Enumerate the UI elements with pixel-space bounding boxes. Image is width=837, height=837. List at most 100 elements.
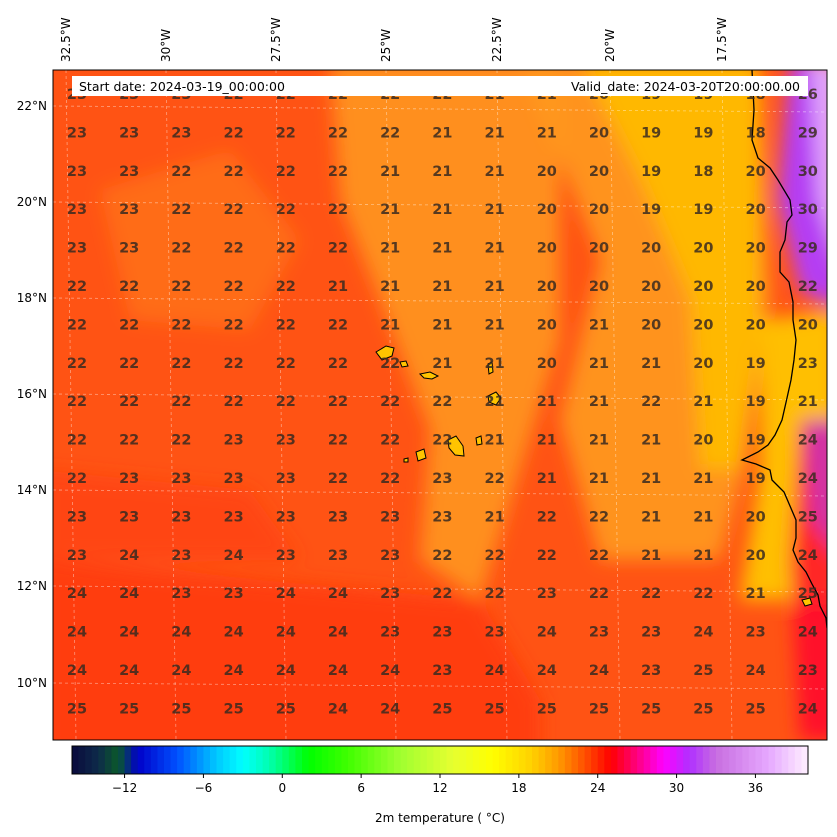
colorbar-swatch — [144, 746, 152, 774]
map-frame — [52, 69, 828, 741]
temperature-value: 19 — [746, 433, 766, 449]
temperature-value: 22 — [67, 394, 87, 410]
temperature-value: 21 — [693, 471, 713, 487]
temperature-value: 24 — [171, 663, 191, 679]
temperature-value: 22 — [276, 164, 296, 180]
colorbar-swatch — [486, 746, 493, 774]
colorbar-swatch — [702, 746, 710, 774]
temperature-value: 23 — [432, 625, 452, 641]
temperature-value: 20 — [537, 202, 557, 218]
temperature-value: 20 — [746, 164, 766, 180]
temperature-value: 22 — [798, 279, 818, 295]
colorbar-tick-label: 36 — [748, 781, 763, 795]
colorbar-swatch — [604, 746, 612, 774]
temperature-value: 21 — [693, 548, 713, 564]
temperature-value: 22 — [485, 471, 505, 487]
temperature-value: 22 — [67, 433, 87, 449]
colorbar-swatch — [676, 746, 684, 774]
colorbar-swatch — [341, 746, 349, 774]
temperature-value: 21 — [485, 125, 505, 141]
colorbar-swatch — [597, 746, 605, 774]
temperature-value: 25 — [537, 701, 557, 717]
temperature-value: 22 — [119, 394, 139, 410]
temperature-value: 24 — [119, 625, 139, 641]
temperature-value: 20 — [641, 279, 661, 295]
temperature-value: 19 — [746, 471, 766, 487]
temperature-value: 21 — [328, 279, 348, 295]
colorbar-swatch — [203, 746, 211, 774]
temperature-value: 20 — [589, 202, 609, 218]
colorbar-swatch — [374, 746, 382, 774]
temperature-value: 22 — [589, 548, 609, 564]
temperature-value: 22 — [224, 241, 244, 257]
temperature-value: 20 — [537, 241, 557, 257]
temperature-value: 21 — [380, 164, 400, 180]
colorbar-swatch — [354, 746, 362, 774]
temperature-value: 23 — [328, 509, 348, 525]
temperature-value: 20 — [537, 164, 557, 180]
santo-antao-island — [375, 345, 395, 361]
temperature-value: 23 — [224, 509, 244, 525]
warm-south-region — [53, 561, 540, 740]
colorbar-swatch — [308, 746, 316, 774]
temperature-value: 22 — [67, 279, 87, 295]
temperature-value: 22 — [224, 164, 244, 180]
west-africa-coastline — [740, 70, 827, 629]
colorbar-swatch — [131, 746, 139, 774]
colorbar-swatch — [104, 746, 112, 774]
latitude-label: 14°N — [17, 483, 47, 497]
temperature-value: 23 — [537, 586, 557, 602]
colorbar-swatch — [794, 746, 802, 774]
colorbar-tick-label: 30 — [669, 781, 684, 795]
colorbar-swatch — [624, 746, 631, 774]
temperature-value: 20 — [693, 356, 713, 372]
temperature-value: 24 — [328, 701, 348, 717]
colorbar-title: 2m temperature ( °C) — [375, 811, 505, 825]
colorbar-swatch — [709, 746, 717, 774]
temperature-value: 21 — [432, 164, 452, 180]
temperature-value: 24 — [693, 625, 713, 641]
colorbar-swatch — [118, 746, 125, 774]
latitude-label: 12°N — [17, 579, 47, 593]
meridian-line — [609, 70, 621, 740]
temperature-value: 22 — [328, 125, 348, 141]
temperature-value: 21 — [589, 317, 609, 333]
temperature-value: 19 — [641, 164, 661, 180]
latitude-label: 20°N — [17, 195, 47, 209]
temperature-value: 22 — [485, 586, 505, 602]
colorbar-swatch — [722, 746, 730, 774]
colorbar-swatch — [137, 746, 145, 774]
meridian-line — [275, 70, 287, 740]
temperature-value: 22 — [432, 394, 452, 410]
temperature-value: 22 — [224, 202, 244, 218]
temperature-value: 24 — [328, 586, 348, 602]
temperature-value: 22 — [224, 394, 244, 410]
temperature-value: 24 — [746, 663, 766, 679]
temperature-value: 23 — [276, 471, 296, 487]
colorbar-swatch — [157, 746, 165, 774]
temperature-value: 22 — [328, 241, 348, 257]
colorbar-tick-label: 6 — [357, 781, 365, 795]
colorbar-swatch — [111, 746, 119, 774]
colorbar-swatch — [85, 746, 93, 774]
temperature-value: 24 — [224, 625, 244, 641]
temperature-value: 22 — [380, 471, 400, 487]
temperature-value: 20 — [746, 241, 766, 257]
temperature-value: 23 — [119, 509, 139, 525]
colorbar-swatch — [571, 746, 579, 774]
colorbar-swatch — [801, 746, 809, 774]
colorbar-swatch — [256, 746, 263, 774]
cool-central-band — [330, 70, 560, 600]
temperature-value: 20 — [798, 317, 818, 333]
temperature-value: 21 — [485, 202, 505, 218]
colorbar-swatch — [367, 746, 375, 774]
temperature-value: 25 — [432, 701, 452, 717]
temperature-value: 21 — [380, 241, 400, 257]
temperature-value: 20 — [589, 125, 609, 141]
colorbar-swatch — [748, 746, 756, 774]
temperature-value: 23 — [276, 509, 296, 525]
cape-verde-islands — [375, 345, 813, 607]
temperature-value: 20 — [746, 202, 766, 218]
temperature-value: 23 — [798, 356, 818, 372]
temperature-value: 23 — [276, 433, 296, 449]
